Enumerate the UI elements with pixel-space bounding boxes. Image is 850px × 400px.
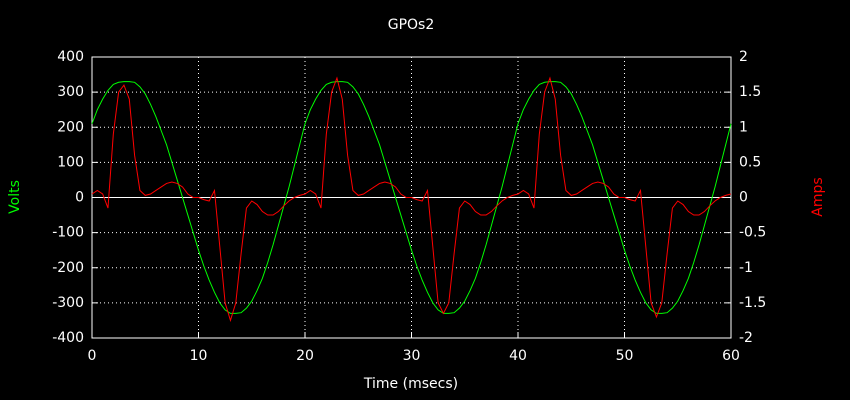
- y-tick-label: 100: [57, 154, 84, 170]
- y2-tick-label: 0.5: [739, 154, 761, 170]
- y2-tick-label: -0.5: [739, 225, 766, 241]
- y-tick-label: -400: [52, 330, 84, 346]
- y2-tick-label: -2: [739, 330, 753, 346]
- y2-tick-label: -1: [739, 260, 753, 276]
- y-tick-label: 200: [57, 119, 84, 135]
- x-tick-label: 20: [296, 348, 314, 364]
- y-tick-label: 300: [57, 84, 84, 100]
- y-tick-label: 400: [57, 49, 84, 65]
- x-tick-label: 40: [509, 348, 527, 364]
- y-tick-label: -100: [52, 225, 84, 241]
- y2-axis-label: Amps: [810, 177, 826, 216]
- x-tick-label: 50: [616, 348, 634, 364]
- x-axis-label: Time (msecs): [363, 376, 458, 392]
- series-line: [91, 76, 732, 323]
- y2-tick-label: -1.5: [739, 295, 766, 311]
- y2-tick-label: 1: [739, 119, 748, 135]
- x-tick-label: 10: [190, 348, 208, 364]
- chart-title: GPOs2: [388, 17, 435, 33]
- y2-tick-label: 2: [739, 49, 748, 65]
- x-tick-label: 60: [722, 348, 740, 364]
- x-tick-label: 30: [403, 348, 421, 364]
- y-tick-label: 0: [75, 190, 84, 206]
- series-line: [91, 81, 732, 314]
- x-tick-label: 0: [88, 348, 97, 364]
- y2-tick-label: 1.5: [739, 84, 761, 100]
- plot-frame: [91, 56, 732, 339]
- y2-tick-label: 0: [739, 190, 748, 206]
- y-tick-label: -300: [52, 295, 84, 311]
- y-tick-label: -200: [52, 260, 84, 276]
- y-axis-label: Volts: [7, 180, 23, 214]
